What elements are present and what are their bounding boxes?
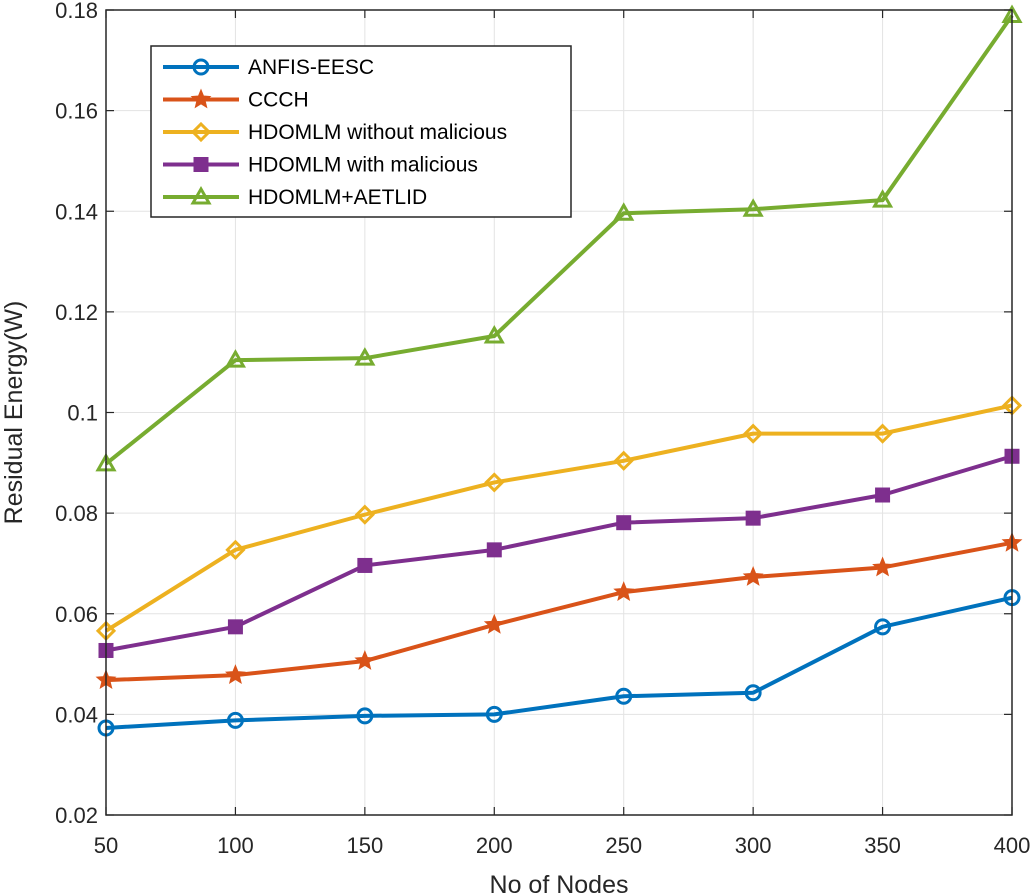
legend-label: ANFIS-EESC xyxy=(248,56,374,79)
legend-marker xyxy=(192,58,210,76)
legend-entry: HDOMLM with malicious xyxy=(163,154,478,177)
y-tick-label: 0.02 xyxy=(55,803,98,828)
legend-label: CCCH xyxy=(248,89,309,112)
data-point xyxy=(483,613,505,634)
series-line xyxy=(105,540,1013,683)
data-point xyxy=(224,664,246,685)
data-point xyxy=(225,539,246,560)
data-point xyxy=(226,711,244,729)
legend-marker xyxy=(190,185,212,205)
data-point xyxy=(743,423,764,444)
series-3 xyxy=(98,448,1020,658)
data-point xyxy=(875,487,891,503)
y-axis-label: Residual Energy(W) xyxy=(0,301,28,525)
x-tick-label: 400 xyxy=(994,833,1031,858)
data-point xyxy=(872,556,894,577)
data-point xyxy=(485,705,503,723)
data-point xyxy=(354,504,375,525)
x-tick-label: 200 xyxy=(476,833,513,858)
data-point xyxy=(613,202,635,221)
legend-label: HDOMLM without malicious xyxy=(248,121,507,144)
y-tick-label: 0.16 xyxy=(55,99,98,124)
data-point xyxy=(871,189,894,208)
x-tick-label: 100 xyxy=(217,833,254,858)
ticks xyxy=(105,9,1013,816)
legend-marker xyxy=(190,121,212,143)
y-tick-label: 0.06 xyxy=(55,602,98,627)
data-point xyxy=(483,325,505,344)
data-point xyxy=(357,557,373,573)
y-tick-label: 0.1 xyxy=(67,401,98,426)
data-point xyxy=(613,581,635,602)
data-point xyxy=(872,423,893,444)
legend-entry: HDOMLM+AETLID xyxy=(163,185,427,209)
legend-label: HDOMLM+AETLID xyxy=(248,186,427,209)
legend-marker xyxy=(190,88,212,109)
series-line xyxy=(105,595,1013,730)
legend: ANFIS-EESC CCCH HDOMLM without malicious HD… xyxy=(150,45,572,218)
tick-labels: 50 100 150 200 250 300 350 400 0.02 0.04 0.06 0.08 0… xyxy=(55,0,1030,858)
series-line xyxy=(104,403,1013,633)
x-tick-label: 150 xyxy=(346,833,383,858)
data-point xyxy=(354,650,376,670)
series-2 xyxy=(95,395,1023,641)
x-tick-label: 350 xyxy=(864,833,901,858)
y-tick-label: 0.08 xyxy=(55,501,98,526)
legend-label: HDOMLM with malicious xyxy=(248,154,478,177)
x-axis-label: No of Nodes xyxy=(490,871,629,896)
series-layer xyxy=(95,4,1023,737)
y-tick-label: 0.14 xyxy=(55,199,98,224)
series-line xyxy=(105,454,1013,653)
legend-marker xyxy=(193,157,209,172)
y-tick-label: 0.18 xyxy=(55,0,98,23)
data-point xyxy=(744,684,762,702)
data-point xyxy=(356,707,374,725)
data-point xyxy=(616,515,632,531)
data-point xyxy=(227,619,243,635)
data-point xyxy=(224,349,247,368)
x-tick-label: 250 xyxy=(605,833,642,858)
data-point xyxy=(484,472,505,493)
legend-entry: ANFIS-EESC xyxy=(163,56,374,79)
data-point xyxy=(354,347,376,366)
y-tick-label: 0.12 xyxy=(55,300,98,325)
legend-entry: HDOMLM without malicious xyxy=(163,121,507,144)
data-point xyxy=(615,687,633,705)
data-point xyxy=(613,450,634,471)
x-tick-label: 300 xyxy=(735,833,772,858)
y-tick-label: 0.04 xyxy=(55,702,98,727)
series-line xyxy=(104,14,1014,466)
data-point xyxy=(874,618,892,636)
data-point xyxy=(486,542,502,558)
legend-entry: CCCH xyxy=(163,89,309,112)
data-point xyxy=(742,198,764,217)
data-point xyxy=(745,510,761,526)
x-tick-label: 50 xyxy=(94,833,118,858)
data-point xyxy=(742,566,764,586)
